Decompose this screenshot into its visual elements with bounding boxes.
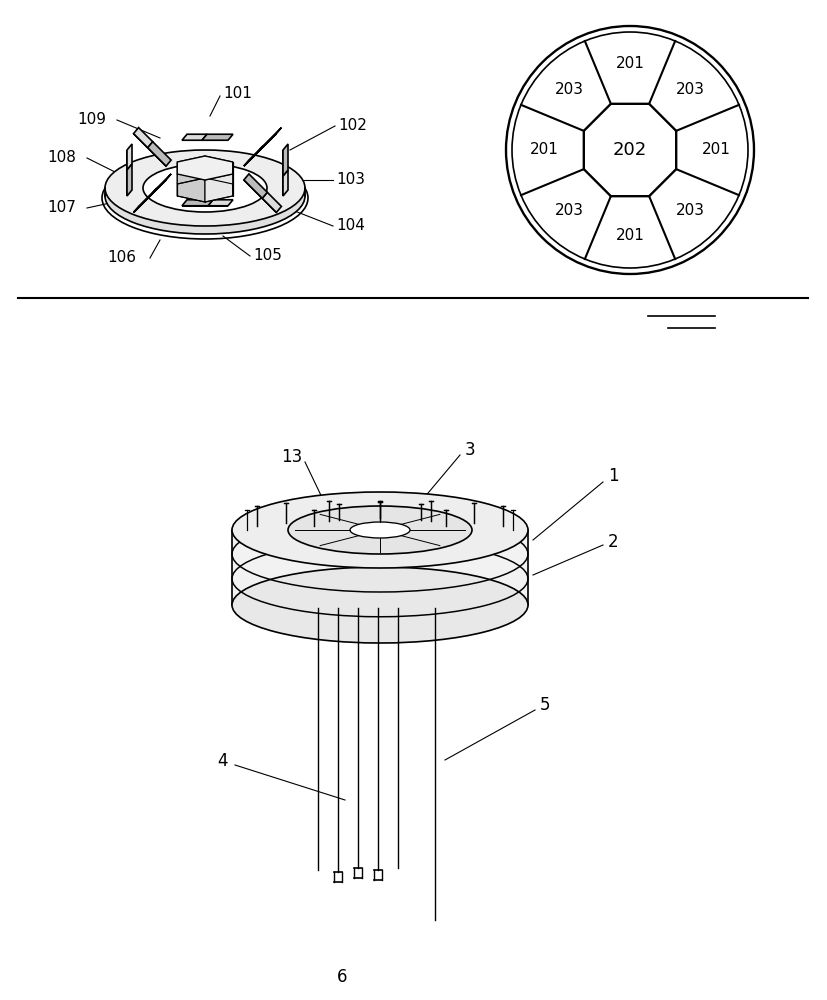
Text: 201: 201 (615, 56, 644, 72)
Text: 5: 5 (540, 696, 550, 714)
Ellipse shape (350, 522, 410, 538)
Text: 203: 203 (676, 82, 705, 97)
Text: 107: 107 (47, 200, 76, 216)
Polygon shape (134, 128, 153, 148)
Circle shape (512, 32, 748, 268)
Text: 4: 4 (217, 752, 227, 770)
Polygon shape (283, 170, 288, 196)
Ellipse shape (105, 150, 305, 226)
Polygon shape (208, 200, 233, 206)
Polygon shape (127, 144, 132, 170)
Text: 104: 104 (336, 219, 365, 233)
Polygon shape (134, 134, 166, 166)
Ellipse shape (288, 506, 472, 554)
Ellipse shape (232, 567, 528, 643)
Text: 13: 13 (281, 448, 303, 466)
Text: 101: 101 (223, 87, 252, 102)
Polygon shape (202, 134, 233, 140)
Polygon shape (244, 134, 276, 166)
Ellipse shape (232, 492, 528, 568)
Text: 201: 201 (701, 142, 730, 157)
Text: 3: 3 (465, 441, 476, 459)
Polygon shape (182, 134, 207, 140)
Polygon shape (244, 146, 263, 166)
Polygon shape (127, 164, 132, 196)
Polygon shape (584, 104, 676, 196)
Text: 203: 203 (676, 203, 705, 218)
Polygon shape (134, 180, 166, 212)
Text: 203: 203 (555, 82, 584, 97)
Polygon shape (258, 128, 281, 152)
Ellipse shape (143, 164, 267, 212)
Text: 106: 106 (107, 250, 136, 265)
Polygon shape (283, 144, 288, 176)
Text: 6: 6 (337, 968, 347, 986)
Polygon shape (205, 174, 232, 202)
Text: 2: 2 (608, 533, 619, 551)
Polygon shape (152, 174, 171, 194)
Text: 108: 108 (47, 150, 76, 165)
Polygon shape (205, 156, 232, 184)
Polygon shape (182, 200, 213, 206)
Text: 103: 103 (336, 172, 365, 188)
Text: 105: 105 (253, 248, 282, 263)
Polygon shape (244, 174, 267, 198)
Text: 102: 102 (338, 117, 367, 132)
Text: 1: 1 (608, 467, 619, 485)
Ellipse shape (105, 158, 305, 234)
Polygon shape (177, 174, 205, 202)
Text: 201: 201 (615, 229, 644, 243)
Text: 109: 109 (77, 112, 106, 127)
Text: 201: 201 (529, 142, 558, 157)
Polygon shape (148, 142, 171, 166)
Polygon shape (262, 192, 281, 212)
Polygon shape (244, 180, 276, 212)
Polygon shape (232, 530, 528, 605)
Text: 202: 202 (613, 141, 647, 159)
Polygon shape (177, 156, 205, 184)
Text: 203: 203 (555, 203, 584, 218)
Polygon shape (177, 156, 232, 180)
Polygon shape (134, 188, 157, 212)
